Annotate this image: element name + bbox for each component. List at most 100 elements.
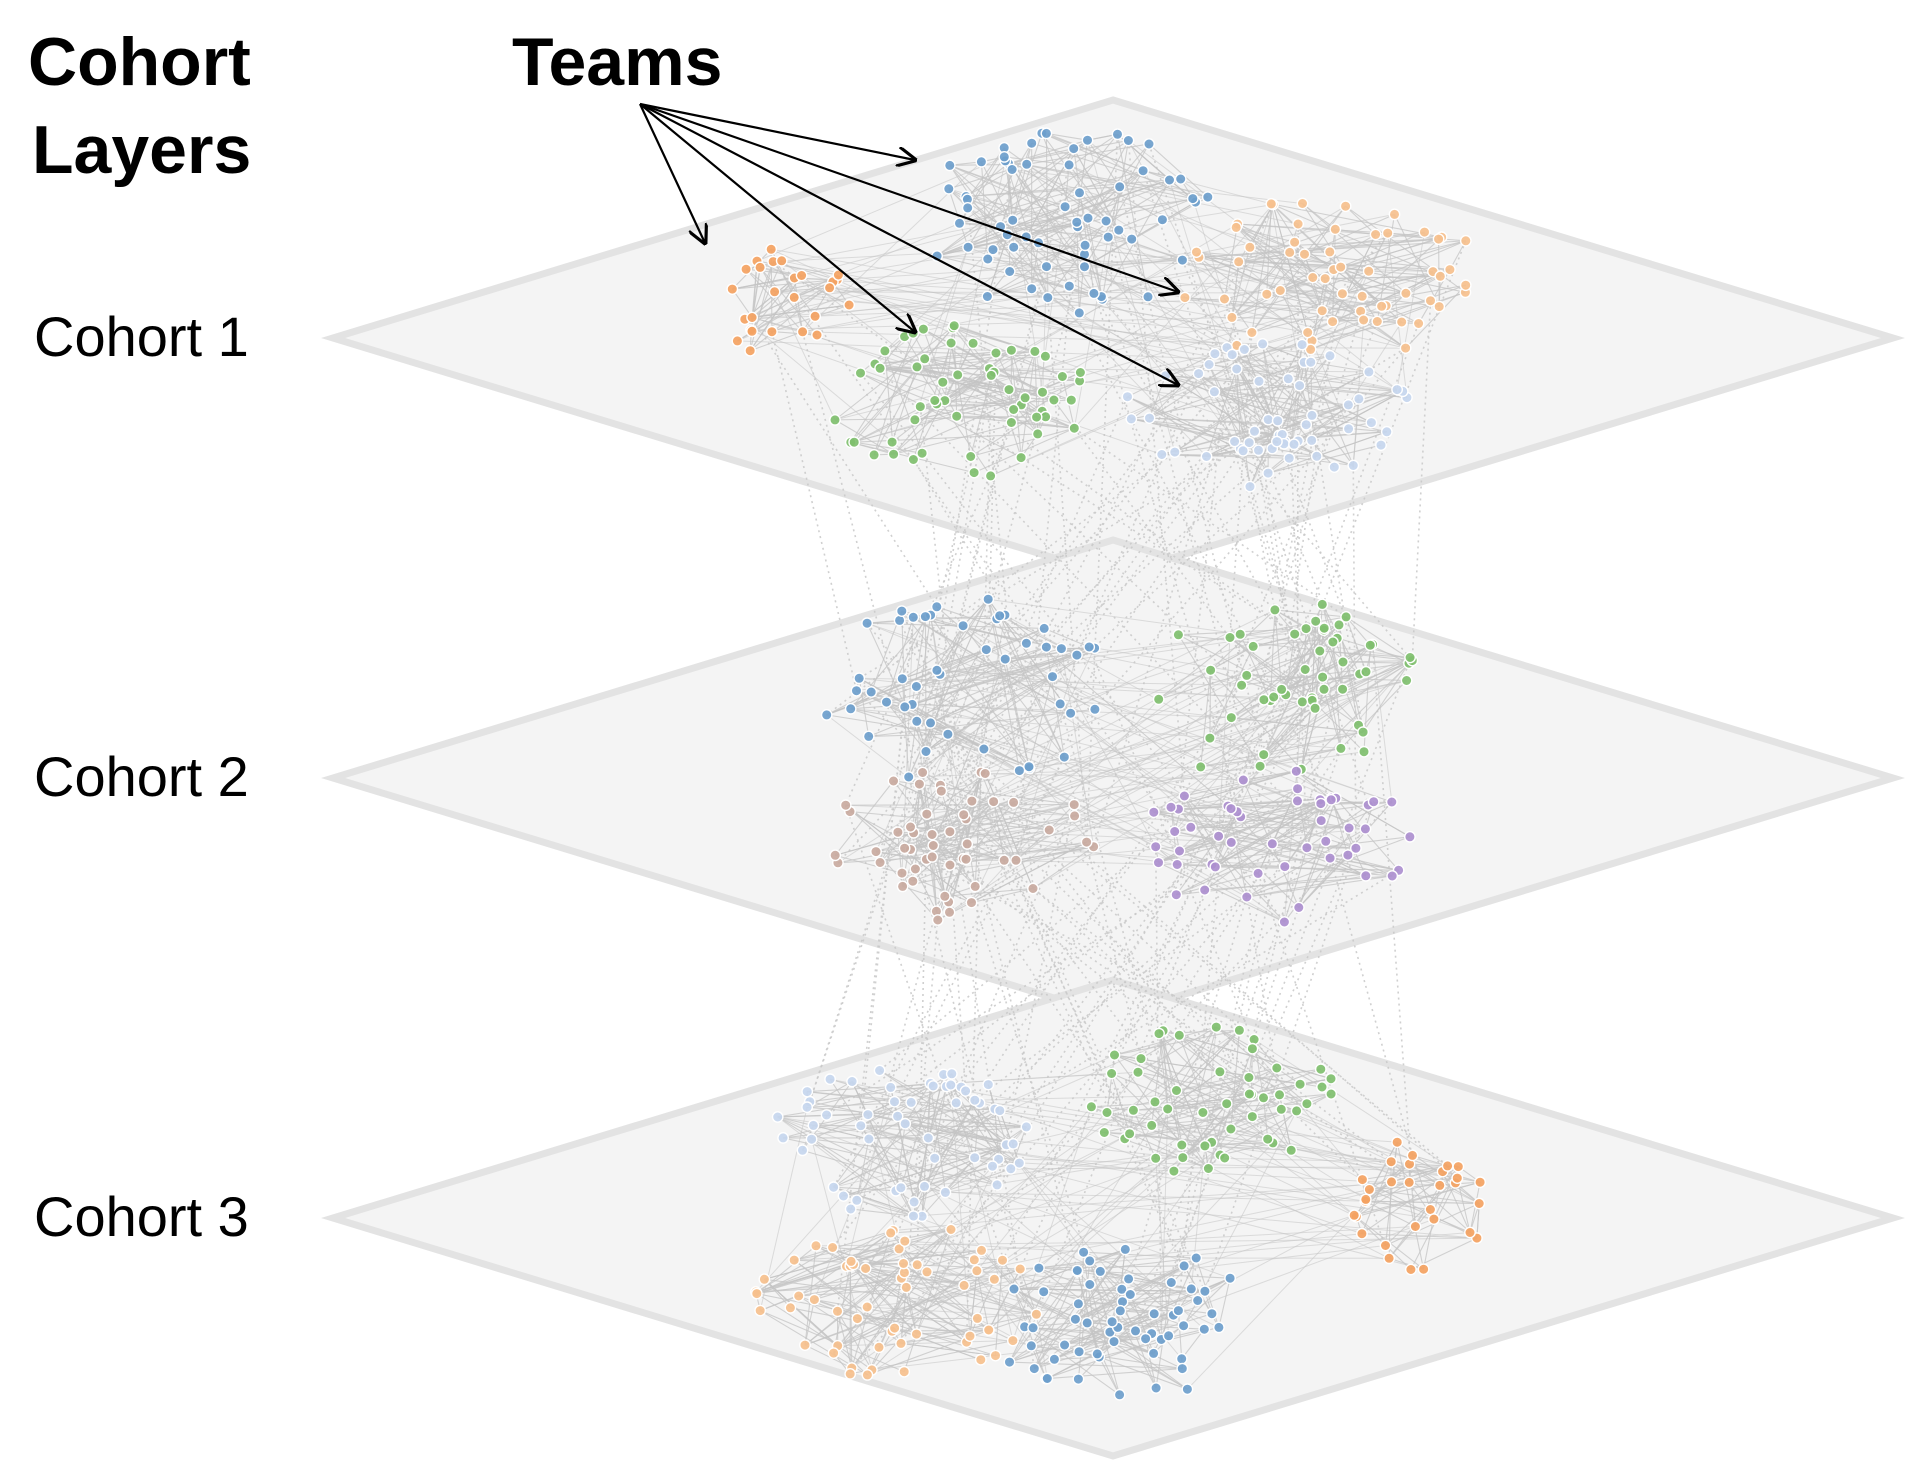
cohort-1-team-2-node	[1102, 231, 1115, 244]
team-edge	[1284, 797, 1337, 867]
cohort-1-team-4-node	[1048, 394, 1060, 406]
cohort-3-team-1-node	[944, 1079, 957, 1091]
team-edge	[837, 1327, 895, 1347]
cohort-2-team-2-node	[1299, 663, 1312, 676]
interlayer-edge	[1262, 240, 1467, 755]
cohort-1-team-5-node	[1304, 356, 1317, 369]
interlayer-edge	[809, 751, 927, 1102]
cohort-1-team-3-node	[1306, 271, 1319, 284]
cohort-3-team-1-node	[939, 1186, 952, 1199]
team-edge	[892, 1329, 989, 1332]
team-edge	[1338, 624, 1360, 726]
cohort-2-team-4-node	[1168, 825, 1181, 838]
cross-team-edge	[1197, 1110, 1298, 1301]
cohort-3-team-4-node	[898, 1235, 911, 1248]
team-edge	[970, 427, 1075, 458]
team-edge	[1311, 321, 1402, 342]
cohort-2-team-2-node	[1337, 656, 1349, 668]
team-edge	[936, 133, 1118, 257]
cohort-3-team-4-node	[888, 1322, 901, 1335]
cross-team-edge	[865, 1133, 1130, 1269]
cohort-1-team-5-node	[1237, 444, 1250, 457]
cohort-1-team-4-node	[1030, 411, 1043, 423]
interlayer-edge	[826, 348, 1312, 716]
team-edge	[1296, 770, 1411, 838]
cohort-1-team-1-node	[788, 291, 801, 304]
cohort-2-team-3-node	[965, 896, 978, 909]
interlayer-edge	[1223, 298, 1367, 673]
cohort-2-team-4-node	[1198, 884, 1211, 896]
team-edge	[1272, 448, 1317, 457]
team-edge	[1210, 669, 1286, 696]
cohort-3-team-2-node	[1127, 1104, 1140, 1117]
cross-team-edge	[845, 1087, 892, 1267]
interlayer-edge	[1411, 300, 1432, 661]
team-edge	[966, 147, 1005, 200]
team-edge	[1310, 320, 1378, 350]
interlayer-edge	[826, 863, 1213, 1116]
team-edge	[1299, 385, 1407, 399]
team-edge	[1298, 854, 1349, 908]
team-edge	[834, 780, 894, 856]
cohort-3-team-2-node	[1135, 1052, 1147, 1065]
team-edge	[834, 325, 955, 421]
cohort-3-team-5-node	[1069, 1313, 1082, 1326]
cohort-1-team-5-node	[1296, 338, 1309, 351]
team-edge	[1025, 170, 1144, 238]
cohort-2-layer-plane	[321, 536, 1905, 1020]
cohort-2-team-4-node	[1350, 842, 1362, 855]
team-edge	[1005, 160, 1208, 198]
cross-team-edge	[936, 669, 1271, 702]
cohort-1-team-5-node	[1252, 444, 1265, 457]
team-edge	[1116, 134, 1149, 297]
cohort-3-team-5-node	[1165, 1276, 1178, 1289]
cross-team-edge	[807, 1071, 1139, 1093]
cohort-3-team-4-node	[968, 1253, 981, 1266]
team-edge	[893, 403, 938, 455]
interlayer-edge	[1085, 134, 1119, 843]
team-edge	[956, 415, 1037, 418]
cohort-3-team-5-node	[1191, 1294, 1204, 1307]
cohort-2-team-1-node	[931, 664, 943, 677]
cohort-2-team-4-node	[1147, 806, 1160, 819]
cohort-1-team-4-node	[1056, 370, 1069, 383]
cohort-1-team-5-node	[1288, 438, 1300, 451]
cohort-1-team-1-node	[795, 269, 808, 282]
cohort-3-team-1-node	[908, 1196, 920, 1208]
cohort-3-team-5-node	[1124, 1288, 1137, 1301]
cohort-1-team-3-node	[1244, 241, 1256, 254]
cohort-3-team-3-node	[1417, 1263, 1430, 1276]
team-edge	[957, 374, 1039, 435]
cohort-1-team-3-node	[1274, 284, 1287, 297]
cohort-3-team-3-node	[1409, 1220, 1422, 1233]
team-edge	[1237, 223, 1333, 322]
team-edge	[1361, 1233, 1477, 1239]
interlayer-edge	[772, 260, 1296, 635]
cohort-2-team-4-node	[1385, 796, 1398, 808]
cohort-1-team-3-node	[1232, 255, 1245, 268]
cohort-1-team-4-node	[1007, 403, 1020, 416]
team-edge	[936, 598, 989, 671]
team-edge	[833, 1261, 852, 1354]
cohort-3-team-5-node	[1094, 1265, 1107, 1278]
cross-team-edge	[875, 788, 1298, 853]
team-edge	[1361, 1161, 1392, 1234]
cohort-1-team-4-node	[1003, 383, 1015, 396]
team-edge	[1178, 634, 1282, 690]
cohort-3-team-5-node	[1181, 1383, 1194, 1396]
cohort-3-team-2-node	[1261, 1133, 1274, 1146]
team-edge	[1311, 319, 1364, 342]
cross-team-edge	[963, 770, 1297, 860]
cohort-1-team-4-node	[916, 447, 928, 460]
cross-team-edge	[1151, 1124, 1398, 1143]
team-edge	[1031, 1338, 1146, 1347]
cohort-2-team-1-node	[896, 672, 909, 685]
team-edge	[1151, 1030, 1164, 1126]
cross-team-edge	[900, 1187, 1477, 1239]
cross-team-edge	[945, 1191, 1480, 1204]
team-edge	[984, 773, 1034, 889]
cross-team-edge	[1251, 1048, 1363, 1180]
cross-team-edge	[908, 766, 1201, 778]
cohort-3-team-2-node	[1325, 1072, 1337, 1085]
cohort-1-team-3-node	[1433, 300, 1446, 313]
